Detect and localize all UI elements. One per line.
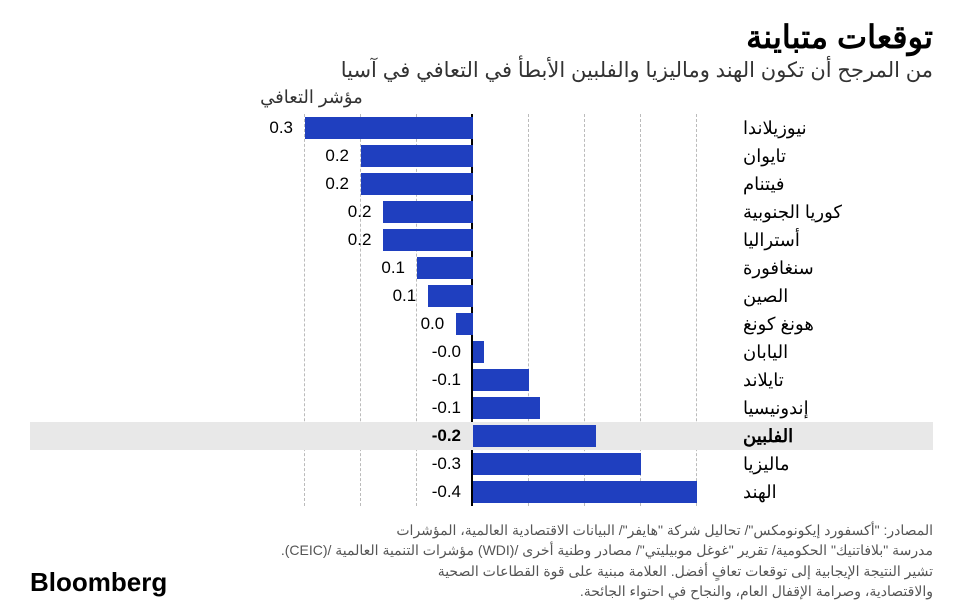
value-label: 0.2-: [432, 426, 461, 446]
country-label: الصين: [733, 286, 933, 307]
bar: [473, 425, 596, 447]
value-label: 0.1-: [432, 370, 461, 390]
country-label: ماليزيا: [733, 454, 933, 475]
value-label: 0.3: [269, 118, 293, 138]
chart-subtitle: من المرجح أن تكون الهند وماليزيا والفلبي…: [30, 58, 933, 83]
value-label: 0.1: [393, 286, 417, 306]
chart-row: سنغافورة 0.1: [30, 254, 933, 282]
bar: [456, 313, 473, 335]
country-label: تايوان: [733, 146, 933, 167]
source-line: مدرسة "بلافاتنيك" الحكومية/ تقرير "غوغل …: [30, 540, 933, 560]
bar: [473, 397, 540, 419]
bar: [428, 285, 473, 307]
bar: [473, 453, 641, 475]
value-label: 0.0: [421, 314, 445, 334]
value-label: 0.3-: [432, 454, 461, 474]
bar: [473, 341, 484, 363]
brand-logo: Bloomberg: [30, 567, 167, 598]
chart-row: الهند 0.4-: [30, 478, 933, 506]
chart-row: تايلاند 0.1-: [30, 366, 933, 394]
value-label: 0.1-: [432, 398, 461, 418]
bar: [361, 145, 473, 167]
chart-row: أستراليا 0.2: [30, 226, 933, 254]
chart-title: توقعات متباينة: [30, 18, 933, 56]
value-label: 0.2: [348, 230, 372, 250]
source-line: المصادر: "أكسفورد إيكونومكس"/ تحاليل شرك…: [30, 520, 933, 540]
bar: [417, 257, 473, 279]
chart-row: اليابان 0.0-: [30, 338, 933, 366]
chart-row: فيتنام 0.2: [30, 170, 933, 198]
bar: [361, 173, 473, 195]
country-label: أستراليا: [733, 230, 933, 251]
value-label: 0.2: [325, 174, 349, 194]
axis-label: مؤشر التعافي: [30, 87, 593, 108]
country-label: سنغافورة: [733, 258, 933, 279]
value-label: 0.2: [325, 146, 349, 166]
chart-row: الفلبين 0.2-: [30, 422, 933, 450]
bar: [473, 369, 529, 391]
bar: [473, 481, 697, 503]
country-label: الفلبين: [733, 426, 933, 447]
country-label: كوريا الجنوبية: [733, 202, 933, 223]
bar: [305, 117, 473, 139]
country-label: الهند: [733, 482, 933, 503]
chart-row: هونغ كونغ 0.0: [30, 310, 933, 338]
chart-row: نيوزيلاندا 0.3: [30, 114, 933, 142]
value-label: 0.0-: [432, 342, 461, 362]
chart-row: إندونيسيا 0.1-: [30, 394, 933, 422]
country-label: تايلاند: [733, 370, 933, 391]
chart-row: تايوان 0.2: [30, 142, 933, 170]
bar: [383, 201, 473, 223]
value-label: 0.2: [348, 202, 372, 222]
country-label: فيتنام: [733, 174, 933, 195]
country-label: هونغ كونغ: [733, 314, 933, 335]
value-label: 0.4-: [432, 482, 461, 502]
country-label: نيوزيلاندا: [733, 118, 933, 139]
chart-row: ماليزيا 0.3-: [30, 450, 933, 478]
value-label: 0.1: [381, 258, 405, 278]
chart-row: كوريا الجنوبية 0.2: [30, 198, 933, 226]
bar: [383, 229, 473, 251]
chart-row: الصين 0.1: [30, 282, 933, 310]
chart-area: نيوزيلاندا0.3تايوان0.2فيتنام0.2كوريا الج…: [30, 114, 933, 506]
country-label: إندونيسيا: [733, 398, 933, 419]
country-label: اليابان: [733, 342, 933, 363]
